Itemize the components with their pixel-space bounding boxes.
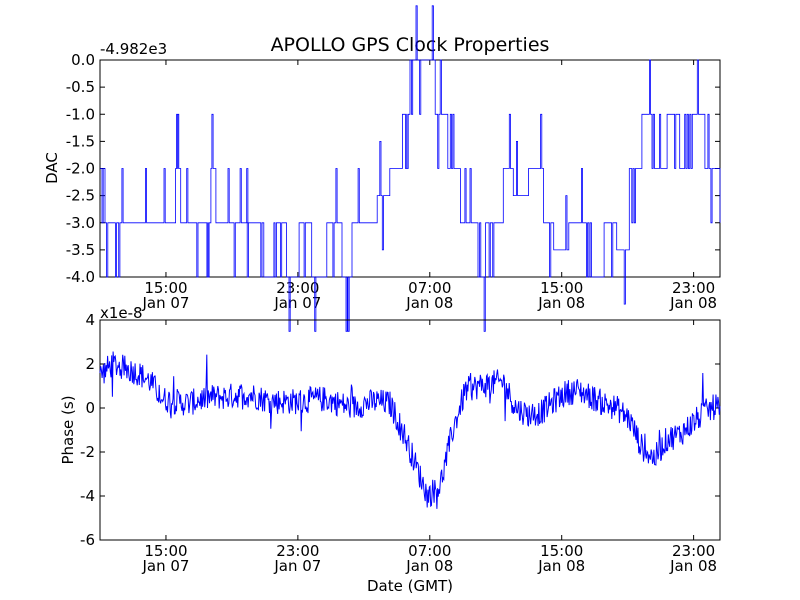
dac-series-line: [100, 5, 721, 332]
figure-title: APOLLO GPS Clock Properties: [271, 34, 550, 56]
dac-ytick-label: -0.5: [66, 78, 95, 96]
dac-xtick-label-time: 23:00: [672, 279, 715, 297]
dac-xtick-label-date: Jan 08: [537, 294, 585, 312]
dac-ytick-label: -2.0: [66, 160, 95, 178]
dac-ytick-label: -4.0: [66, 268, 95, 286]
dac-xtick-label-time: 15:00: [540, 279, 583, 297]
phase-panel: x1e-8 Phase (s) Date (GMT) 4 2 0 -2 -4 -6 15:…: [59, 304, 721, 595]
phase-xtick-label-date: Jan 07: [273, 557, 321, 575]
dac-yticks: 0.0 -0.5 -1.0 -1.5 -2.0 -2.5 -3.0 -3.5 -4.0: [66, 51, 720, 286]
phase-xtick-label-time: 23:00: [276, 542, 319, 560]
dac-xtick-label-date: Jan 08: [405, 294, 453, 312]
phase-xtick-label-time: 15:00: [144, 542, 187, 560]
phase-offset-text: x1e-8: [100, 304, 143, 322]
dac-offset-text: -4.982e3: [100, 40, 167, 58]
dac-panel: -4.982e3 DAC 0.0 -0.5 -1.0 -1.5 -2.0 -2.5 -3.0…: [43, 5, 721, 332]
phase-xtick-label-date: Jan 08: [669, 557, 717, 575]
dac-xtick-label-date: Jan 08: [669, 294, 717, 312]
phase-ytick-label: 0: [85, 399, 95, 417]
phase-ytick-label: -2: [80, 443, 95, 461]
dac-xtick-label-time: 07:00: [408, 279, 451, 297]
phase-xtick-label-date: Jan 08: [537, 557, 585, 575]
dac-ylabel: DAC: [43, 152, 61, 184]
phase-ytick-label: -6: [80, 531, 95, 549]
dac-ytick-label: -3.0: [66, 214, 95, 232]
phase-ytick-label: 4: [85, 311, 95, 329]
dac-ytick-label: -1.5: [66, 132, 95, 150]
phase-yticks: 4 2 0 -2 -4 -6: [80, 311, 720, 549]
phase-series-line: [99, 351, 721, 509]
dac-ytick-label: -2.5: [66, 187, 95, 205]
phase-xlabel: Date (GMT): [367, 577, 453, 595]
phase-xtick-label-time: 15:00: [540, 542, 583, 560]
dac-xtick-label-date: Jan 07: [141, 294, 189, 312]
dac-xtick-label-date: Jan 07: [273, 294, 321, 312]
phase-ytick-label: 2: [85, 355, 95, 373]
dac-xtick-label-time: 23:00: [276, 279, 319, 297]
phase-ylabel: Phase (s): [59, 395, 77, 464]
dac-ytick-label: 0.0: [71, 51, 95, 69]
phase-xtick-label-time: 07:00: [408, 542, 451, 560]
phase-plot-frame: [99, 319, 721, 541]
phase-ytick-label: -4: [80, 487, 95, 505]
phase-xtick-label-date: Jan 08: [405, 557, 453, 575]
dac-ytick-label: -3.5: [66, 241, 95, 259]
dac-xtick-label-time: 15:00: [144, 279, 187, 297]
phase-xtick-label-date: Jan 07: [141, 557, 189, 575]
phase-xtick-label-time: 23:00: [672, 542, 715, 560]
dac-ytick-label: -1.0: [66, 105, 95, 123]
